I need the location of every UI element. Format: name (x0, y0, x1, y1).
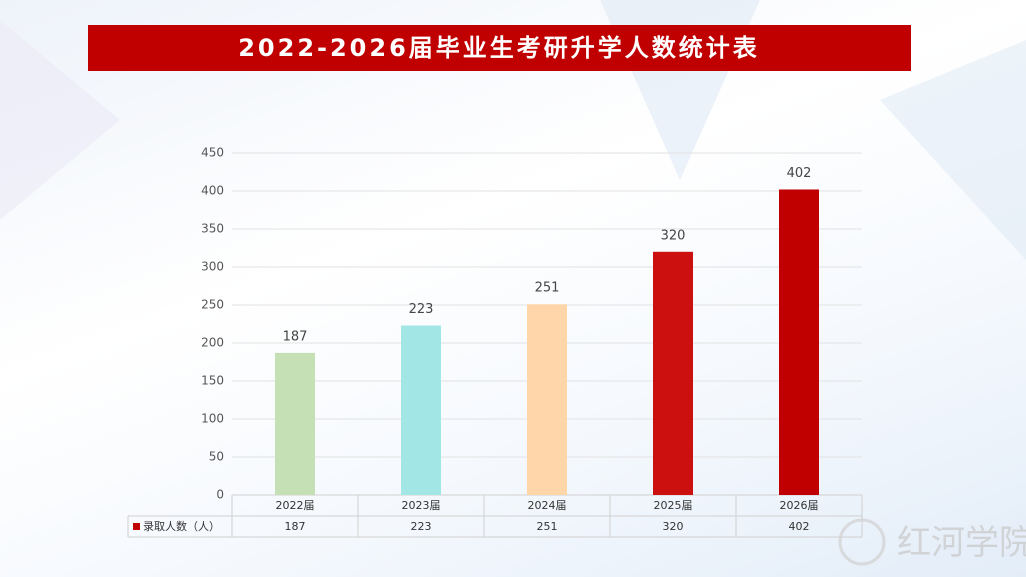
title-banner (88, 25, 911, 71)
y-tick-label: 450 (201, 146, 224, 160)
data-label: 402 (787, 166, 812, 181)
decor (0, 20, 120, 220)
table-value: 187 (285, 520, 306, 533)
y-tick-label: 300 (201, 260, 224, 274)
bar (779, 189, 819, 496)
table-value: 223 (411, 520, 432, 533)
bar (527, 304, 567, 495)
table-value: 320 (663, 520, 684, 533)
y-tick-label: 100 (201, 412, 224, 426)
x-tick-label: 2026届 (780, 499, 819, 512)
legend-swatch (133, 523, 140, 530)
bar (401, 325, 441, 495)
watermark: 红河学院 (897, 523, 1026, 563)
table-value: 251 (537, 520, 558, 533)
bar (653, 251, 693, 495)
x-tick-label: 2023届 (402, 499, 441, 512)
x-tick-label: 2024届 (528, 499, 567, 512)
bar (275, 352, 315, 495)
x-tick-label: 2025届 (654, 499, 693, 512)
x-tick-label: 2022届 (276, 499, 315, 512)
legend-label: 录取人数（人） (143, 520, 220, 533)
data-label: 320 (661, 228, 686, 243)
y-tick-label: 400 (201, 184, 224, 198)
chart-title: 2022-2026届毕业生考研升学人数统计表 (238, 34, 760, 62)
data-label: 223 (409, 302, 434, 317)
decor (880, 40, 1026, 260)
table-value: 402 (789, 520, 810, 533)
data-label: 187 (283, 329, 308, 344)
y-tick-label: 200 (201, 336, 224, 350)
y-tick-label: 250 (201, 298, 224, 312)
y-tick-label: 50 (209, 450, 224, 464)
y-tick-label: 0 (216, 488, 224, 502)
data-label: 251 (535, 281, 560, 296)
y-tick-label: 350 (201, 222, 224, 236)
y-tick-label: 150 (201, 374, 224, 388)
